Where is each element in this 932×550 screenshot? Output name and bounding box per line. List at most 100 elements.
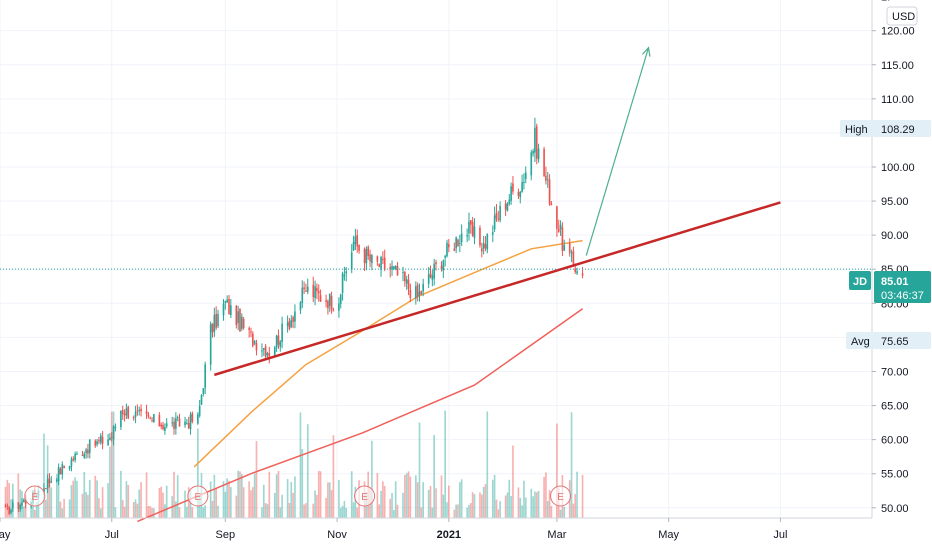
candle-body	[457, 239, 459, 246]
volume-bar	[121, 499, 124, 518]
volume-bar	[55, 474, 58, 518]
volume-bar	[556, 423, 558, 518]
candle-body	[358, 245, 360, 251]
volume-bar	[530, 488, 533, 518]
candle-body	[189, 414, 192, 430]
volume-bar	[405, 473, 408, 518]
volume-bar	[535, 492, 538, 518]
volume-bar	[44, 499, 47, 518]
candle-body	[63, 465, 65, 468]
candle-body	[85, 449, 87, 453]
volume-bar	[140, 482, 142, 518]
volume-bar	[237, 470, 239, 518]
volume-bar	[33, 509, 36, 518]
volume-bar	[407, 471, 410, 518]
volume-bar	[158, 487, 161, 518]
volume-bar	[402, 492, 404, 518]
candle-body	[305, 290, 307, 292]
x-tick-label: May	[658, 529, 679, 541]
volume-bar	[418, 422, 421, 518]
candle-body	[402, 272, 404, 274]
volume-bar	[325, 497, 327, 518]
volume-bar	[482, 486, 485, 518]
candle-body	[343, 275, 346, 277]
moving-average-fast	[193, 239, 583, 468]
volume-bar	[286, 479, 289, 518]
candle-body	[281, 323, 283, 342]
candle-body	[294, 311, 296, 322]
candle-body	[568, 243, 571, 253]
volume-bar	[112, 411, 115, 518]
volume-bar	[510, 496, 512, 518]
volume-bar	[226, 478, 228, 518]
candle-body	[524, 172, 527, 179]
candle-body	[325, 300, 327, 303]
candle-body	[24, 498, 27, 504]
candle-body	[510, 186, 512, 201]
volume-bar	[87, 494, 89, 518]
volume-bar	[85, 492, 87, 518]
candle-body	[87, 449, 89, 454]
candle-body	[546, 179, 549, 181]
y-tick-label: 65.00	[881, 401, 909, 413]
volume-bar	[134, 499, 137, 518]
candle-body	[556, 206, 558, 229]
volume-bar	[147, 506, 150, 518]
volume-bar	[356, 507, 359, 518]
candle-body	[255, 342, 258, 351]
candle-body	[228, 298, 230, 315]
volume-bar	[444, 410, 446, 518]
volume-bar	[198, 495, 201, 518]
candle-body	[480, 248, 483, 252]
candle-body	[517, 191, 520, 196]
candle-body	[240, 316, 243, 329]
volume-bar	[261, 507, 263, 518]
candle-body	[319, 295, 322, 302]
volume-bar	[508, 479, 511, 518]
volume-bar	[548, 490, 551, 518]
candle-body	[121, 409, 124, 415]
volume-bar	[266, 504, 269, 518]
volume-bar	[107, 483, 109, 518]
volume-bar	[339, 507, 342, 518]
candle-body	[303, 287, 305, 290]
candle-body	[242, 318, 245, 328]
candle-body	[363, 248, 366, 264]
candle-body	[378, 264, 381, 267]
price-axis[interactable]	[872, 0, 932, 518]
candle-body	[460, 233, 463, 243]
volume-bar	[6, 479, 9, 518]
volume-bar	[262, 484, 265, 518]
candle-body	[61, 464, 64, 475]
candle-body	[107, 439, 109, 445]
volume-bar	[409, 476, 412, 518]
candle-body	[534, 127, 536, 153]
candle-body	[145, 411, 148, 415]
volume-bar	[316, 494, 318, 518]
countdown-timer: 03:46:37	[881, 290, 924, 302]
candle-body	[391, 266, 393, 270]
volume-bar	[446, 502, 448, 518]
candle-body	[288, 321, 291, 329]
volume-bar	[576, 471, 578, 518]
candle-body	[338, 303, 340, 311]
volume-bar	[294, 476, 296, 518]
candle-body	[497, 218, 500, 220]
candle-body	[211, 323, 214, 333]
candle-body	[559, 224, 562, 229]
earnings-marker	[24, 485, 46, 507]
volume-bar	[176, 475, 179, 518]
candle-body	[405, 279, 408, 284]
time-scale[interactable]: May Jul Sep Nov 2021 Mar May Jul	[0, 518, 787, 541]
currency-button[interactable]: USD	[886, 6, 918, 26]
volume-bar	[8, 483, 10, 518]
candle-body	[442, 260, 445, 271]
volume-bar	[457, 504, 459, 518]
candle-body	[512, 183, 514, 192]
candle-body	[22, 499, 25, 503]
volume-bar	[61, 508, 64, 518]
high-label: High 108.29	[840, 120, 931, 137]
volume-bar	[299, 412, 302, 518]
candle-body	[149, 417, 152, 419]
